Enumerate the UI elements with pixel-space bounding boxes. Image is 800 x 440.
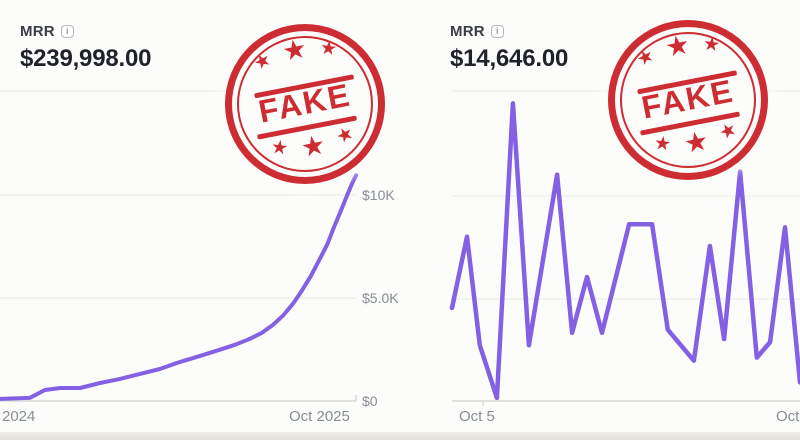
star-icon: ★: [662, 28, 693, 64]
star-icon: ★: [681, 125, 711, 160]
star-icon: ★: [701, 33, 722, 57]
info-icon[interactable]: i: [490, 25, 504, 38]
fake-stamp-body: ★ ★ ★ FAKE ★ ★ ★: [208, 7, 403, 202]
x-axis-label: Oct: [776, 408, 800, 425]
y-axis-label: $5.0K: [362, 290, 399, 306]
fake-stamp: ★ ★ ★ FAKE ★ ★ ★: [594, 6, 782, 194]
bottom-edge-strip: [0, 432, 800, 440]
metric-header-left: MRR i: [20, 23, 74, 40]
info-icon-glyph: i: [496, 26, 499, 36]
y-axis-label: $10K: [362, 187, 395, 203]
x-axis-label: Oct 5: [459, 408, 495, 425]
mrr-amount: $239,998.00: [20, 45, 152, 72]
fake-stamp: ★ ★ ★ FAKE ★ ★ ★: [211, 10, 399, 198]
star-icon: ★: [269, 136, 290, 160]
fake-stamp-body: ★ ★ ★ FAKE ★ ★ ★: [591, 3, 786, 198]
star-icon: ★: [298, 129, 328, 164]
star-icon: ★: [652, 132, 673, 156]
metric-header-right: MRR i: [450, 23, 504, 40]
star-icon: ★: [279, 32, 310, 68]
mrr-amount: $14,646.00: [450, 45, 569, 72]
x-axis-label: 2024: [2, 408, 36, 425]
metric-label: MRR: [450, 23, 485, 40]
y-axis-label: $0: [362, 393, 378, 409]
star-icon: ★: [318, 37, 339, 61]
metric-label: MRR: [20, 23, 55, 40]
info-icon[interactable]: i: [60, 25, 74, 38]
x-axis-label: Oct 2025: [289, 408, 350, 425]
info-icon-glyph: i: [66, 26, 69, 36]
